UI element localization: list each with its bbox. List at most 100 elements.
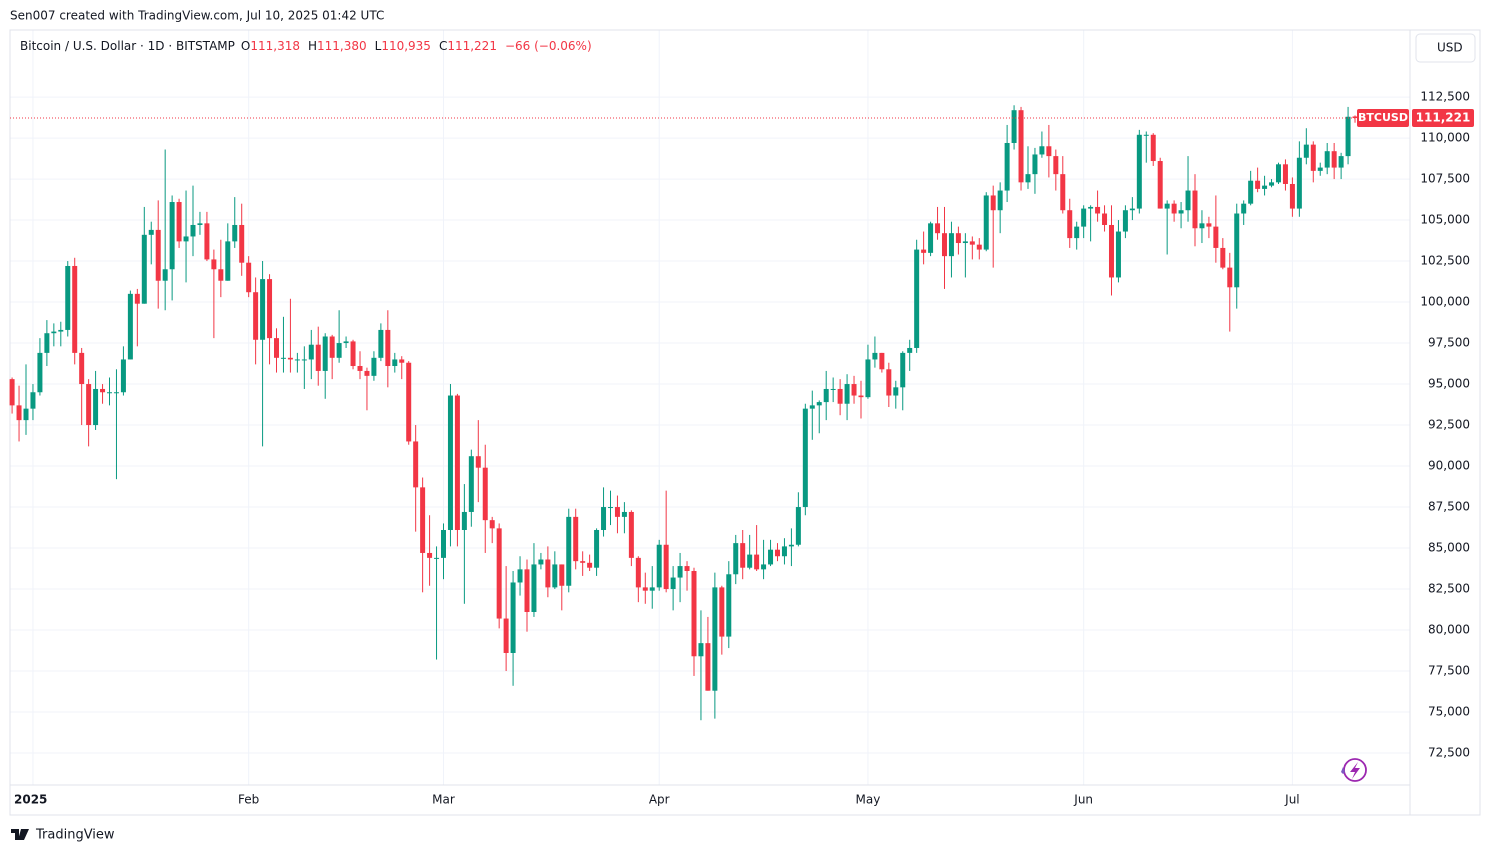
candle-body (190, 224, 196, 237)
assistant-icon[interactable] (1341, 758, 1367, 782)
candle-body (468, 456, 474, 512)
candle-body (1164, 203, 1170, 209)
candle-body (698, 643, 704, 657)
candle-body (795, 507, 801, 545)
candle-body (113, 392, 119, 394)
candle-body (461, 511, 467, 530)
candle-body (1088, 206, 1094, 209)
logo (11, 829, 29, 840)
symbol-label: BTCUSD (1358, 111, 1408, 124)
candle-body (489, 520, 495, 529)
candle-body (1108, 224, 1114, 278)
candle-body (900, 352, 906, 388)
candle-body (65, 265, 71, 330)
candle-body (928, 223, 934, 253)
currency-button[interactable] (1415, 33, 1476, 63)
candle-body (781, 546, 787, 557)
candle-body (1060, 174, 1066, 211)
candle-body (253, 292, 259, 340)
legend: Bitcoin / U.S. Dollar · 1D · BITSTAMP O11… (20, 39, 592, 53)
candle-body (23, 408, 29, 421)
candle-body (16, 405, 22, 421)
candle-body (482, 467, 488, 521)
price-label: 111,221 (1416, 111, 1471, 125)
candle-body (58, 329, 64, 332)
candle-body (726, 574, 732, 637)
candle-body (1227, 267, 1233, 288)
candle-body (232, 224, 238, 242)
candle-body (434, 557, 440, 559)
candle-body (1046, 146, 1052, 157)
candle-body (1018, 110, 1024, 183)
candle-body (315, 344, 321, 371)
candle-body (107, 392, 113, 394)
candle-body (1248, 180, 1254, 204)
candle-body (1053, 156, 1059, 175)
candle-body (601, 507, 607, 530)
candle-body (1262, 185, 1268, 189)
symbol: Bitcoin / U.S. Dollar · 1D · BITSTAMP (20, 39, 235, 53)
legend-value: 111,318 (250, 39, 300, 53)
x-tick-label: Jul (1284, 793, 1299, 807)
candle-body (294, 359, 300, 361)
candle-body (357, 366, 363, 371)
candle-body (287, 357, 293, 360)
candle-body (580, 561, 586, 563)
candle-body (573, 516, 579, 562)
currency[interactable]: USD (1437, 41, 1463, 55)
candle-body (72, 265, 78, 353)
legend-value: 111,380 (317, 39, 367, 53)
candle-body (705, 643, 711, 691)
candle-body (1220, 247, 1226, 268)
x-tick-label: Mar (432, 793, 455, 807)
candle-body (378, 329, 384, 358)
candle-body (733, 543, 739, 575)
candle-body (684, 566, 690, 571)
candle-body (628, 511, 634, 558)
candle-body (837, 388, 843, 404)
candle-body (336, 343, 342, 358)
frame (9, 29, 1481, 816)
y-tick-label: 72,500 (1428, 746, 1470, 760)
candle-body (886, 369, 892, 396)
legend-key: L (375, 39, 382, 53)
x-tick-label: 2025 (14, 793, 47, 807)
candle-body (399, 359, 405, 363)
candle-body (1289, 183, 1295, 209)
candle-body (197, 223, 203, 225)
candle-body (364, 370, 370, 376)
candle-body (621, 511, 627, 517)
candles (9, 105, 1358, 721)
candle-body (1241, 203, 1247, 214)
candle-body (1275, 164, 1281, 183)
candle-body (100, 388, 106, 393)
candle-body (510, 582, 516, 653)
candle-body (1032, 154, 1038, 175)
candle-body (225, 241, 231, 281)
candle-body (761, 564, 767, 570)
candle-body (371, 357, 377, 376)
candle-body (155, 229, 161, 281)
candle-body (496, 528, 502, 619)
candle-body (1234, 213, 1240, 288)
candle-body (594, 529, 600, 568)
candle-body (239, 224, 245, 263)
candle-body (1338, 156, 1344, 168)
candle-body (176, 202, 182, 242)
candle-body (983, 195, 989, 250)
candle-body (802, 408, 808, 508)
candle-body (865, 359, 871, 398)
candle-body (844, 384, 850, 404)
candle-body (747, 554, 753, 568)
candle-body (86, 384, 92, 426)
candle-body (754, 554, 760, 570)
candle-body (246, 262, 252, 293)
candle-body (1303, 144, 1309, 158)
y-tick-label: 112,500 (1420, 90, 1470, 104)
candle-body (1331, 151, 1337, 168)
candle-body (169, 202, 175, 270)
symbol-label-box (1357, 109, 1409, 128)
candle-body (941, 233, 947, 257)
candle-body (1136, 134, 1142, 209)
candle-body (566, 516, 572, 586)
